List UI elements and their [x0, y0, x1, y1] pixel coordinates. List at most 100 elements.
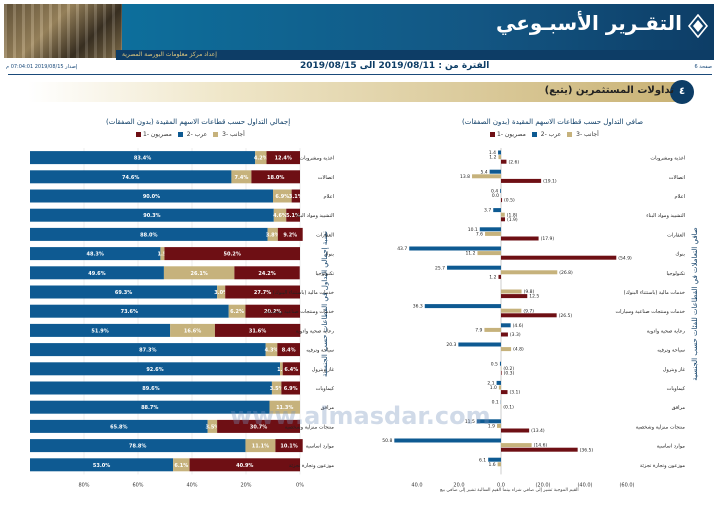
- bar-segment: [267, 227, 278, 241]
- data-label: (26.5): [559, 313, 573, 319]
- data-label: 1.0: [490, 385, 497, 391]
- bar-segment: [30, 304, 229, 318]
- category-label: اعلام: [324, 194, 334, 200]
- x-tick-label: 20.0: [453, 482, 464, 488]
- bar: [501, 313, 557, 318]
- data-label: 12.5: [529, 294, 539, 300]
- data-label: 0.5: [491, 361, 498, 367]
- bar: [501, 289, 522, 294]
- legend-label-arab: عرب -2: [186, 131, 208, 138]
- data-label: 88.0%: [140, 232, 157, 238]
- bar-segment: [277, 343, 300, 357]
- bar: [501, 198, 503, 203]
- data-label: 74.6%: [122, 175, 139, 181]
- section-title: تداولات المستثمرين (يتبع): [544, 85, 674, 96]
- data-label: (13.4): [531, 428, 545, 434]
- bar: [489, 169, 501, 174]
- left-chart-title: إجمالي التداول حسب قطاعات الاسهم المقيدة…: [106, 118, 291, 126]
- data-label: 5.1%: [286, 213, 300, 219]
- legend-swatch-egyptian: [531, 132, 537, 137]
- legend-label-egyptian: مصريون -1: [143, 131, 172, 138]
- header-subbar: إعداد مركز معلومات البورصة المصرية: [116, 50, 714, 60]
- data-label: 7.9: [475, 328, 482, 334]
- bar: [498, 155, 501, 160]
- legend-label-foreign: أجانب -3: [222, 131, 245, 138]
- category-label: تكنولوجيا: [667, 271, 686, 277]
- bar-segment: [273, 208, 287, 222]
- bar: [500, 188, 501, 193]
- bar-segment: [30, 419, 208, 433]
- data-label: 11.1%: [252, 444, 269, 450]
- bar-segment: [173, 458, 190, 472]
- bar: [501, 255, 617, 260]
- report-title: التقـرير الأسبـوعي: [496, 11, 682, 35]
- data-label: (3.1): [510, 390, 521, 396]
- section-number: ٤: [670, 80, 694, 104]
- bar-segment: [170, 323, 215, 337]
- bar-segment: [189, 458, 300, 472]
- legend-swatch-arab: [213, 132, 219, 137]
- x-tick-label: (20.0): [535, 482, 550, 488]
- data-label: (19.1): [543, 179, 557, 185]
- category-label: تكنولوجيا: [316, 271, 335, 277]
- issue-date: إصدار 2019/08/15 07:04:01 م: [6, 64, 78, 70]
- bar-segment: [30, 227, 268, 241]
- bar-segment: [30, 381, 272, 395]
- bar-segment: [225, 285, 300, 299]
- data-label: 1.2: [489, 155, 496, 161]
- data-label: (36.5): [580, 447, 594, 453]
- bar: [496, 380, 501, 385]
- x-tick-label: 0.0: [497, 482, 505, 488]
- data-label: 48.3%: [87, 252, 104, 258]
- category-label: بنوك: [675, 252, 685, 258]
- footnote: القيم الموجبة تشير إلى صافي شراء بينما ا…: [440, 488, 579, 493]
- category-label: كيماويات: [316, 386, 335, 392]
- right-chart-title: صافي التداول حسب قطاعات الاسهم المقيدة (…: [462, 118, 644, 126]
- bar: [498, 385, 501, 390]
- data-label: 6.9%: [284, 386, 298, 392]
- category-label: بنوك: [324, 252, 334, 258]
- bar-segment: [251, 170, 300, 184]
- bar-segment: [234, 266, 300, 280]
- data-label: 10.1: [468, 227, 478, 233]
- category-label: منتجات منزلية وشخصية: [636, 424, 686, 430]
- divider: [8, 74, 712, 75]
- bar-segment: [30, 266, 164, 280]
- bar-segment: [282, 362, 300, 376]
- data-label: 73.6%: [121, 309, 138, 315]
- data-label: 88.7%: [141, 405, 158, 411]
- bar-segment: [30, 343, 266, 357]
- data-label: 16.6%: [184, 328, 201, 334]
- bar-segment: [280, 362, 283, 376]
- data-label: 50.2%: [224, 252, 241, 258]
- bar: [458, 342, 501, 347]
- bar-segment: [30, 362, 281, 376]
- data-label: 8.4%: [282, 348, 296, 354]
- data-label: (0.5): [504, 198, 515, 204]
- data-label: 4.6%: [273, 213, 287, 219]
- data-label: (0.1): [503, 404, 514, 410]
- bar: [409, 246, 501, 251]
- bar: [501, 217, 505, 222]
- bar: [488, 457, 501, 462]
- bar: [394, 438, 501, 443]
- bar-segment: [30, 170, 232, 184]
- page-number: صفحة 6: [694, 64, 712, 70]
- bar-segment: [30, 151, 256, 165]
- data-label: 9.2%: [283, 232, 297, 238]
- bar: [501, 159, 507, 164]
- data-label: 83.4%: [134, 156, 151, 162]
- title-band: التقـرير الأسبـوعي: [122, 4, 714, 50]
- category-label: غاز وبترول: [663, 367, 686, 373]
- legend-label-arab: عرب -2: [540, 131, 562, 138]
- x-tick-label: 20%: [240, 482, 251, 488]
- data-label: 1.4: [489, 150, 496, 156]
- data-label: 90.3%: [143, 213, 160, 219]
- bar: [424, 304, 501, 309]
- data-label: 1.6: [488, 462, 495, 468]
- bar: [497, 462, 501, 467]
- data-label: 1.2: [489, 275, 496, 281]
- legend-swatch-foreign: [490, 132, 495, 137]
- legend-swatch-egyptian: [177, 132, 183, 137]
- data-label: 10.1%: [280, 444, 297, 450]
